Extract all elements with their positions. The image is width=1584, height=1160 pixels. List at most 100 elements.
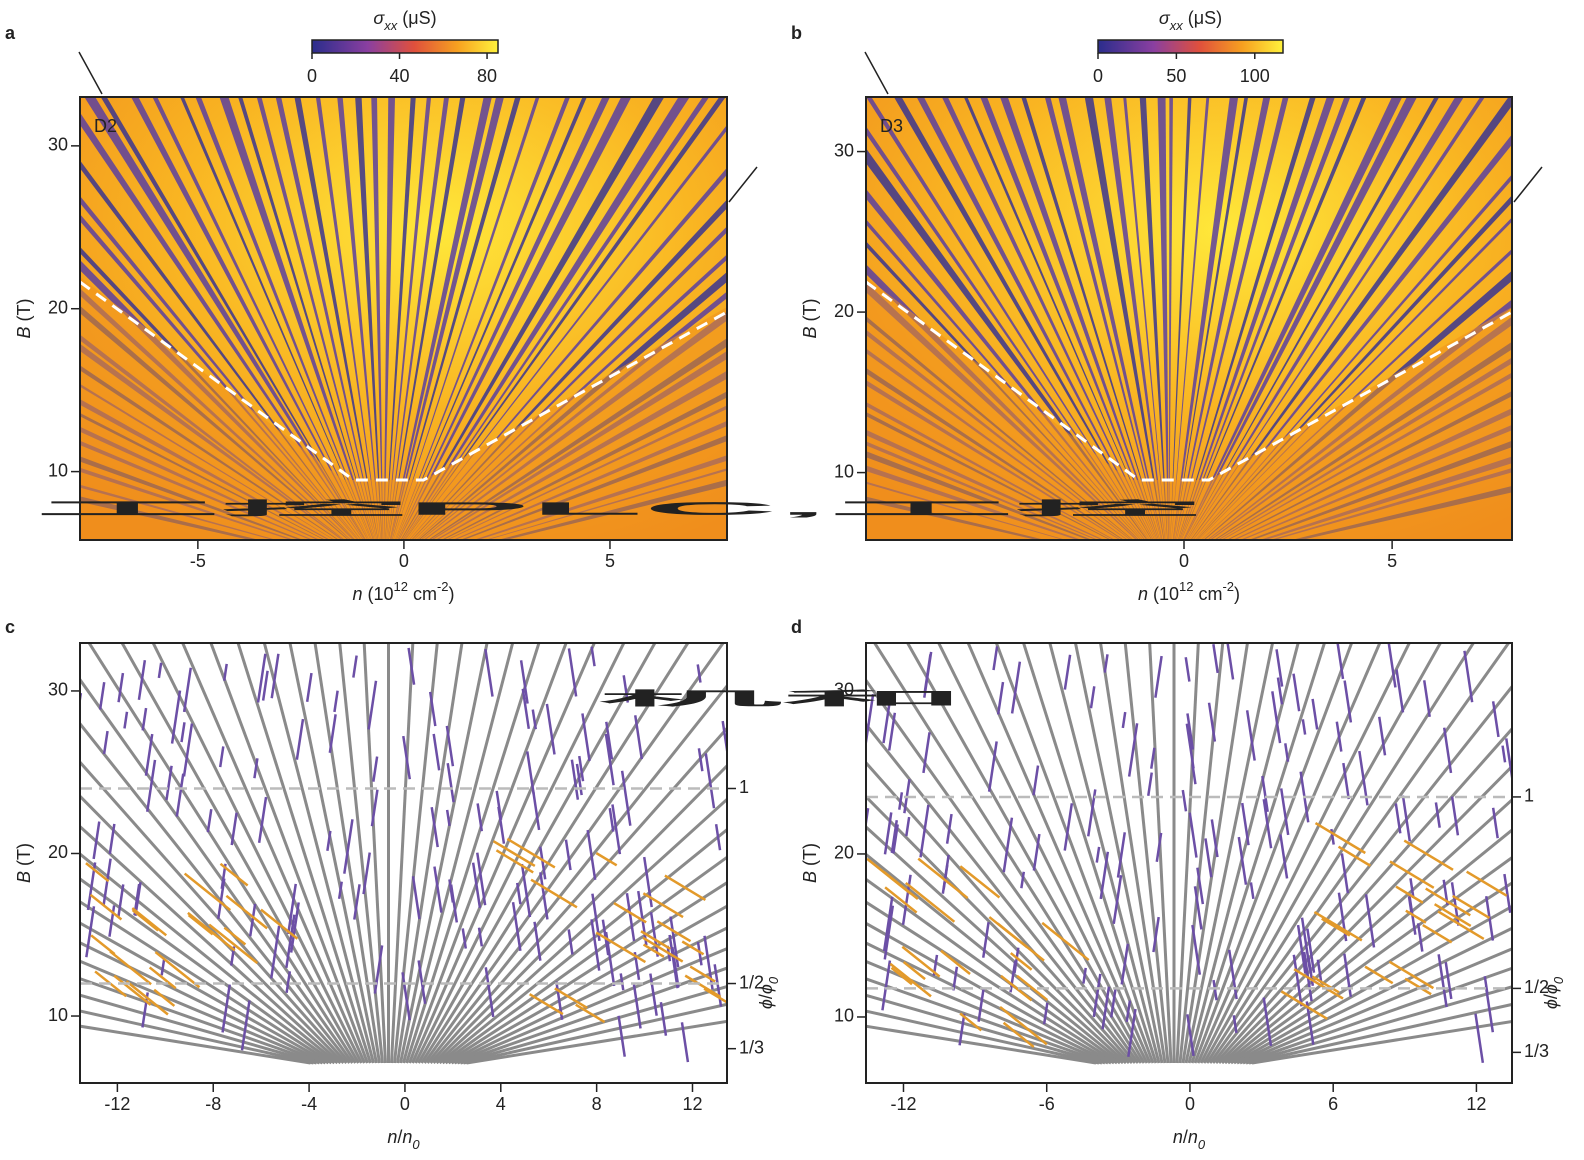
- fan-segment: [1249, 882, 1255, 899]
- fan-line: [390, 643, 415, 1064]
- colorbar: [1097, 39, 1284, 54]
- fan-segment: [1009, 952, 1033, 971]
- label-part: 12: [1179, 579, 1193, 594]
- heatmap-stripe: [1201, 248, 1512, 540]
- fan-segment: [689, 965, 716, 983]
- fan-segment: [1095, 846, 1101, 863]
- fan-segment: [153, 988, 176, 1007]
- label-part: ): [1234, 584, 1240, 604]
- fan-segment: [1147, 772, 1153, 796]
- fan-segment: [445, 809, 451, 827]
- label-part: /: [1183, 1127, 1188, 1147]
- fan-segment: [217, 878, 226, 919]
- fan-segment: [407, 647, 416, 685]
- fan-line: [1251, 1019, 1512, 1065]
- heatmap-stripe: [866, 97, 1151, 540]
- fan-line: [438, 827, 727, 1065]
- fan-segment: [113, 974, 152, 1006]
- fan-segment: [461, 928, 468, 949]
- fan-segment: [270, 925, 281, 979]
- fan-segment: [902, 961, 926, 981]
- y-tick-label: 10: [48, 1005, 68, 1025]
- fan-segment: [882, 896, 894, 952]
- fan-segment: [1127, 1008, 1137, 1058]
- arrow: [728, 166, 758, 203]
- fan-segment: [1041, 921, 1090, 962]
- fan-segment: [889, 962, 932, 998]
- fan-line: [1021, 643, 1158, 1064]
- y-tick-label: 20: [834, 843, 854, 863]
- label-part: (10: [362, 584, 393, 604]
- fan-segment: [904, 881, 956, 923]
- heatmap-stripe: [1183, 97, 1403, 540]
- fan-line: [402, 643, 515, 1064]
- heatmap-stripe: [388, 97, 466, 540]
- heatmap-stripe: [866, 188, 1146, 540]
- fan-segment: [495, 849, 534, 874]
- fan-segment: [545, 703, 556, 755]
- fan-segment: [370, 789, 379, 827]
- fan-segment: [1185, 723, 1195, 769]
- fan-segment: [223, 926, 247, 946]
- fan-segment: [230, 812, 238, 846]
- plot-area: [80, 97, 727, 540]
- fan-segment: [1109, 987, 1117, 1018]
- heatmap-stripe: [337, 97, 381, 540]
- fan-segment: [182, 723, 194, 777]
- fan-segment: [977, 988, 985, 1022]
- fan-line: [80, 877, 336, 1065]
- x-tick-label: 5: [605, 551, 615, 571]
- fan-segment: [959, 1012, 983, 1032]
- fan-line: [393, 643, 439, 1064]
- fan-segment: [484, 967, 495, 1018]
- y-tick-label: 10: [834, 1006, 854, 1026]
- fan-segment: [696, 664, 702, 683]
- fan-segment: [586, 829, 597, 880]
- colorbar-tick-label: 0: [1093, 66, 1103, 86]
- heatmap-stripe: [1170, 97, 1192, 540]
- axis-label: B (T): [800, 843, 820, 883]
- axis-label: ϕ/ϕ0: [756, 976, 781, 1009]
- colorbar-tick-label: 100: [1240, 66, 1270, 86]
- heatmap-stripe: [1187, 97, 1464, 540]
- fan-line: [429, 726, 727, 1064]
- fan-segment: [608, 807, 615, 832]
- fan-segment: [372, 756, 379, 782]
- fan-segment: [1316, 959, 1323, 984]
- fan-segment: [1405, 909, 1427, 924]
- heatmap-stripe: [404, 97, 726, 540]
- fan-segment: [922, 732, 931, 774]
- fan-segment: [476, 852, 487, 906]
- fan-segment: [714, 823, 722, 851]
- heatmap-stripe: [195, 97, 372, 540]
- fan-segment: [1150, 747, 1156, 769]
- fan-segment: [1196, 867, 1205, 905]
- fan-segment: [257, 796, 268, 844]
- fan-line: [80, 677, 354, 1064]
- fan-segment: [102, 730, 109, 755]
- fan-segment: [1280, 990, 1328, 1020]
- fan-segment: [1501, 745, 1507, 763]
- fan-line: [80, 794, 345, 1065]
- fan-segment: [1416, 923, 1424, 952]
- fan-segment: [1227, 949, 1238, 1000]
- fan-segment: [1463, 650, 1474, 703]
- fan-segment: [567, 648, 578, 697]
- fan-segment: [917, 857, 969, 900]
- y2-tick-label: 1: [1524, 786, 1534, 806]
- fan-segment: [882, 693, 893, 744]
- fan-line: [1048, 643, 1161, 1064]
- heatmap-stripe: [400, 97, 665, 540]
- label-part: -2: [437, 579, 449, 594]
- label-part: 0: [766, 976, 781, 984]
- fan-segment: [402, 735, 412, 780]
- heatmap-stripe: [180, 97, 371, 540]
- heatmap-stripe: [152, 97, 370, 540]
- fan-segment: [883, 871, 919, 900]
- fan-segment: [1296, 924, 1307, 974]
- fan-segment: [890, 819, 899, 854]
- fan-segment: [1000, 974, 1033, 1002]
- fan-line: [1199, 643, 1411, 1064]
- fan-segment: [901, 945, 941, 978]
- fan-segment: [1245, 710, 1256, 761]
